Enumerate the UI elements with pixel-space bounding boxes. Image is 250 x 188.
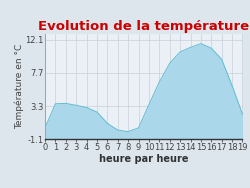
X-axis label: heure par heure: heure par heure [99,154,188,164]
Title: Evolution de la température: Evolution de la température [38,20,249,33]
Y-axis label: Température en °C: Température en °C [14,44,24,129]
